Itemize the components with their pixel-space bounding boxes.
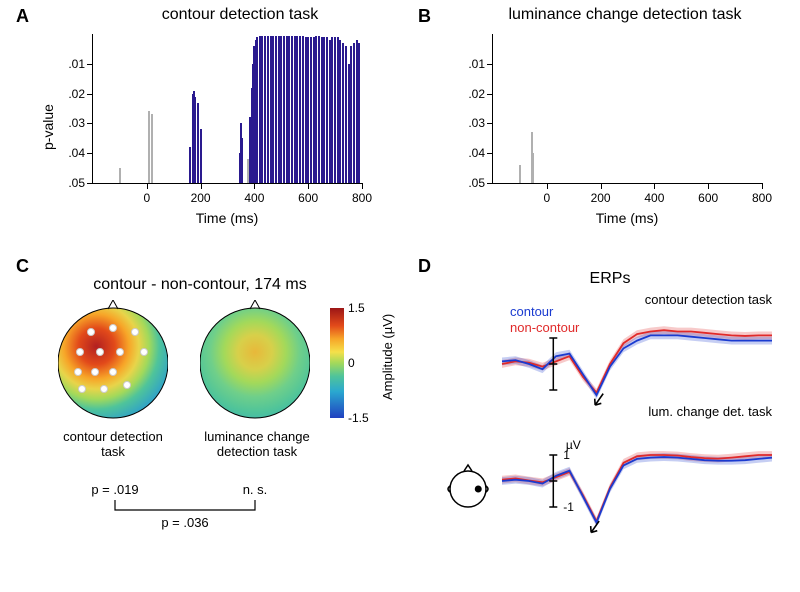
colorbar-max-label: 1.5 [344,301,365,315]
electrode-marker [116,348,124,356]
electrode-marker [109,324,117,332]
panel-b-title: luminance change detection task [470,6,780,24]
erp-plot: µV1-1contour detection tasklum. change d… [440,286,780,566]
electrode-marker [87,328,95,336]
panel-c-letter: C [16,256,29,277]
figure: A contour detection task .01.02.03.04.05… [0,0,800,592]
panel-c-title: contour - non-contour, 174 ms [50,276,350,294]
panel-b-bars [493,34,762,183]
panel-a-xlabel: Time (ms) [92,210,362,226]
electrode-marker [140,348,148,356]
svg-text:contour detection task: contour detection task [645,292,773,307]
panel-a-ylabel: p-value [40,104,56,150]
panel-b-letter: B [418,6,431,27]
panel-a-title: contour detection task [120,6,360,24]
colorbar-mid-label: 0 [344,356,355,370]
panel-a-bars [93,34,362,183]
svg-text:lum. change det. task: lum. change det. task [648,404,772,419]
electrode-marker [100,385,108,393]
colorbar: 1.5 0 -1.5 [330,308,344,418]
svg-text:contour: contour [510,304,554,319]
electrode-marker [123,381,131,389]
colorbar-label: Amplitude (µV) [380,314,395,400]
panel-a-chart: .01.02.03.04.050200400600800 [92,34,362,184]
svg-text:1: 1 [563,448,570,462]
panel-b-chart: .01.02.03.04.050200400600800 [492,34,762,184]
topomap-right [200,308,310,418]
panel-c-p-right: n. s. [200,482,310,497]
topomap-left [58,308,168,418]
electrode-marker [78,385,86,393]
panel-d-letter: D [418,256,431,277]
colorbar-min-label: -1.5 [344,411,369,425]
panel-c-left-caption: contour detectiontask [38,430,188,460]
electrode-marker [131,328,139,336]
electrode-marker [96,348,104,356]
panel-c-right-caption: luminance changedetection task [182,430,332,460]
electrode-marker [74,368,82,376]
panel-c-p-bracket: p = .036 [60,515,310,530]
electrode-marker [109,368,117,376]
panel-c-p-left: p = .019 [60,482,170,497]
svg-text:non-contour: non-contour [510,320,580,335]
panel-a-letter: A [16,6,29,27]
electrode-marker [91,368,99,376]
svg-text:-1: -1 [563,500,574,514]
electrode-marker [76,348,84,356]
panel-b-xlabel: Time (ms) [492,210,762,226]
